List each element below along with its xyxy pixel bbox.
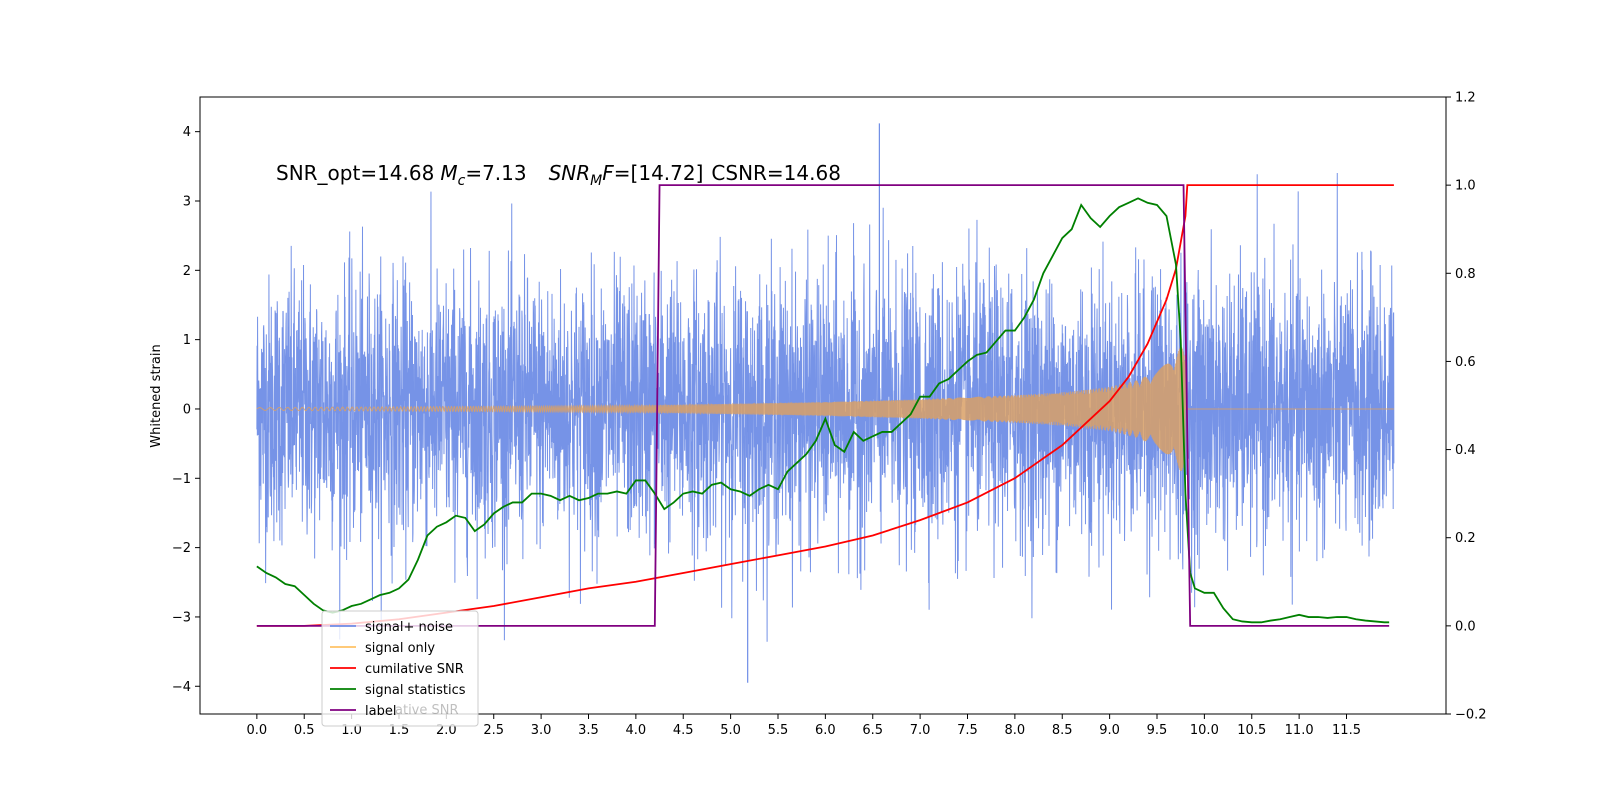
series-line-label bbox=[256, 184, 1390, 627]
x-tick-label: 8.0 bbox=[1005, 723, 1026, 738]
x-tick-label: 6.5 bbox=[862, 723, 883, 738]
snr-annotation: SNR_opt=14.68 Mc=7.13 SNRMF=[14.72] CSNR=14… bbox=[276, 161, 841, 189]
snr-opt-text: SNR_opt=14.68 bbox=[276, 161, 434, 185]
y-tick-label-right: 0.8 bbox=[1455, 267, 1476, 282]
series-signal-only bbox=[256, 346, 1394, 472]
series-line-signal-statistics bbox=[256, 197, 1390, 624]
y-tick-label-left: 1 bbox=[183, 333, 191, 348]
x-tick-label: 8.5 bbox=[1052, 723, 1073, 738]
y-tick-label-left: −3 bbox=[172, 610, 191, 625]
signal-only-trace bbox=[256, 346, 1394, 472]
legend-box bbox=[321, 610, 479, 727]
x-tick-label: 3.0 bbox=[531, 723, 552, 738]
x-tick-label: 5.0 bbox=[720, 723, 741, 738]
series-signal-plus-noise bbox=[256, 123, 1395, 683]
x-tick-label: 10.0 bbox=[1190, 723, 1219, 738]
x-tick-label: 7.5 bbox=[957, 723, 978, 738]
legend-label: cumilative SNR bbox=[365, 662, 464, 677]
x-tick-label: 9.0 bbox=[1099, 723, 1120, 738]
y-tick-label-left: 3 bbox=[183, 194, 191, 209]
x-tick-label: 0.5 bbox=[294, 723, 315, 738]
csnr-text: CSNR=14.68 bbox=[711, 161, 841, 185]
y-tick-label-left: 2 bbox=[183, 264, 191, 279]
x-tick-label: 5.5 bbox=[768, 723, 789, 738]
x-tick-label: 1.5 bbox=[389, 723, 410, 738]
x-tick-label: 2.5 bbox=[483, 723, 504, 738]
y-tick-label-right: −0.2 bbox=[1455, 708, 1487, 723]
y-tick-label-left: 0 bbox=[183, 402, 191, 417]
y-tick-label-right: 0.6 bbox=[1455, 355, 1476, 370]
x-tick-label: 10.5 bbox=[1237, 723, 1266, 738]
y-axis-label: Whitened strain bbox=[149, 344, 164, 447]
legend-label: signal only bbox=[365, 641, 435, 656]
x-tick-label: 4.0 bbox=[626, 723, 647, 738]
legend: ative SNR signal+ noise signal only cumilat… bbox=[321, 610, 479, 727]
x-tick-label: 3.5 bbox=[578, 723, 599, 738]
y-tick-label-left: 4 bbox=[183, 125, 191, 140]
y-tick-label-right: 0.2 bbox=[1455, 531, 1476, 546]
y-tick-label-left: −1 bbox=[172, 472, 191, 487]
x-tick-label: 9.5 bbox=[1147, 723, 1168, 738]
x-tick-label: 11.0 bbox=[1285, 723, 1314, 738]
noise-trace bbox=[256, 172, 1395, 642]
x-tick-label: 1.0 bbox=[341, 723, 362, 738]
x-tick-label: 2.0 bbox=[436, 723, 457, 738]
legend-label: signal statistics bbox=[365, 683, 466, 698]
plot-frame bbox=[199, 96, 1447, 715]
y-tick-label-left: −2 bbox=[172, 541, 191, 556]
legend-label: signal+ noise bbox=[365, 620, 453, 635]
x-tick-label: 11.5 bbox=[1332, 723, 1361, 738]
x-tick-label: 0.0 bbox=[247, 723, 268, 738]
x-tick-label: 7.0 bbox=[910, 723, 931, 738]
plot-area bbox=[256, 123, 1395, 683]
mc-value: =7.13 bbox=[465, 161, 526, 185]
y-tick-label-right: 1.2 bbox=[1455, 91, 1476, 106]
y-tick-label-right: 0.4 bbox=[1455, 443, 1476, 458]
legend-ghost-text: ative SNR bbox=[395, 703, 459, 718]
y-tick-label-right: 0.0 bbox=[1455, 619, 1476, 634]
y-tick-label-right: 1.0 bbox=[1455, 179, 1476, 194]
y-tick-label-left: −4 bbox=[172, 680, 191, 695]
snr-mf-value: =[14.72] bbox=[614, 161, 704, 185]
x-tick-label: 6.0 bbox=[815, 723, 836, 738]
legend-label: label bbox=[365, 704, 396, 719]
x-tick-label: 4.5 bbox=[673, 723, 694, 738]
axes: 0.0 0.5 1.0 1.5 2.0 2.5 3.0 3.5 4.0 4.5 5.0 5.5 6.0 6… bbox=[172, 91, 1487, 739]
